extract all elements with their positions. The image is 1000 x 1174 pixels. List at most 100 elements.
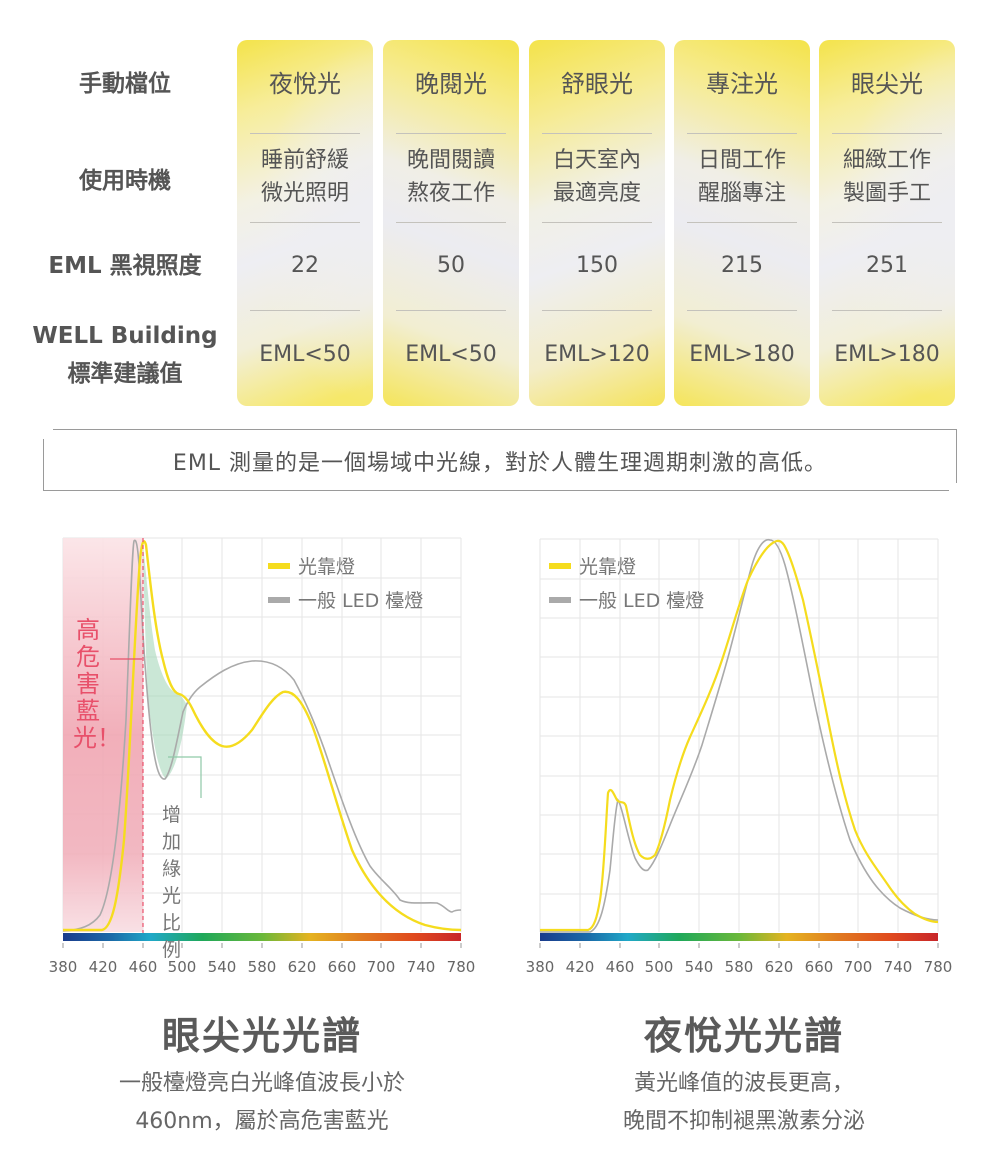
divider (832, 133, 942, 134)
usage-line-1: 細緻工作 (842, 148, 931, 173)
spectrum-plot-right (539, 538, 939, 948)
x-tick: 500 (644, 958, 674, 976)
frame-line (43, 490, 949, 491)
x-tick: 620 (287, 958, 317, 976)
eml-note-box: EML 測量的是一個場域中光線，對於人體生理週期刺激的高低。 (43, 429, 957, 491)
led-curve (540, 538, 939, 933)
spectrum-bar (63, 933, 461, 941)
mode-usage: 細緻工作 製圖手工 (819, 144, 955, 210)
mode-well-value: EML>180 (689, 342, 795, 367)
legend-item-led: 一般 LED 檯燈 (268, 588, 423, 614)
divider (396, 310, 506, 311)
spectrum-bar (540, 933, 938, 941)
mode-title: 晚閱光 (415, 70, 487, 98)
legend-swatch-yellow (549, 562, 571, 569)
description-line-1: 黃光峰值的波長更高， (633, 1071, 854, 1096)
mode-eml-value: 251 (866, 253, 908, 278)
x-tick: 580 (247, 958, 277, 976)
mode-eml-value: 150 (576, 253, 618, 278)
x-tick: 660 (804, 958, 834, 976)
legend-label: 光靠燈 (579, 556, 637, 578)
eml-note-text: EML 測量的是一個場域中光線，對於人體生理週期刺激的高低。 (172, 451, 828, 476)
usage-line-2: 醒腦專注 (697, 181, 786, 206)
usage-line-1: 白天室內 (552, 148, 641, 173)
x-tick: 740 (883, 958, 913, 976)
divider (250, 222, 360, 223)
mode-well-value: EML<50 (259, 342, 351, 367)
x-tick: 700 (366, 958, 396, 976)
legend-label: 光靠燈 (298, 556, 356, 578)
mode-card-night-joy: 夜悅光 睡前舒緩 微光照明 22 EML<50 (237, 40, 373, 406)
legend-item-product: 光靠燈 (268, 554, 355, 580)
mode-usage: 睡前舒緩 微光照明 (237, 144, 373, 210)
row-label-eml: EML 黑視照度 (48, 253, 202, 279)
product-curve (63, 540, 462, 932)
divider (542, 222, 652, 223)
product-curve (540, 539, 939, 932)
legend-swatch-grey (268, 596, 290, 603)
x-tick: 380 (525, 958, 555, 976)
x-tick: 780 (923, 958, 953, 976)
green-gain-area (143, 546, 187, 779)
led-curve (62, 539, 462, 932)
divider (250, 133, 360, 134)
legend-item-product: 光靠燈 (549, 554, 636, 580)
divider (832, 310, 942, 311)
usage-line-1: 睡前舒緩 (260, 148, 349, 173)
divider (396, 222, 506, 223)
mode-eml-value: 22 (291, 253, 319, 278)
x-tick: 420 (88, 958, 118, 976)
x-tick: 540 (684, 958, 714, 976)
frame-line (956, 429, 957, 483)
usage-line-1: 日間工作 (697, 148, 786, 173)
row-label-well-2: 標準建議值 (67, 361, 183, 387)
description-line-1: 一般檯燈亮白光峰值波長小於 (118, 1071, 405, 1096)
x-tick: 580 (724, 958, 754, 976)
x-tick: 460 (128, 958, 158, 976)
x-tick: 660 (327, 958, 357, 976)
x-tick: 420 (565, 958, 595, 976)
divider (542, 310, 652, 311)
x-tick: 460 (605, 958, 635, 976)
usage-line-2: 最適亮度 (552, 181, 641, 206)
divider (250, 310, 360, 311)
chart-title-left: 眼尖光光譜 (161, 1014, 362, 1058)
mode-eml-value: 50 (437, 253, 465, 278)
divider (832, 222, 942, 223)
legend-swatch-yellow (268, 562, 290, 569)
mode-usage: 白天室內 最適亮度 (529, 144, 665, 210)
mode-well-value: EML>180 (834, 342, 940, 367)
mode-title: 夜悅光 (269, 70, 341, 98)
mode-usage: 日間工作 醒腦專注 (674, 144, 810, 210)
mode-title: 專注光 (706, 70, 778, 98)
chart-description-right: 黃光峰值的波長更高， 晚間不抑制褪黑激素分泌 (524, 1065, 964, 1141)
usage-line-2: 製圖手工 (842, 181, 931, 206)
grid (539, 538, 939, 932)
mode-card-evening-read: 晚閱光 晚間閱讀 熬夜工作 50 EML<50 (383, 40, 519, 406)
divider (687, 222, 797, 223)
x-tick: 380 (48, 958, 78, 976)
row-label-well-1: WELL Building (32, 323, 218, 349)
mode-card-sharp-eye: 眼尖光 細緻工作 製圖手工 251 EML>180 (819, 40, 955, 406)
mode-title: 舒眼光 (561, 70, 633, 98)
x-tick: 540 (207, 958, 237, 976)
x-tick: 620 (764, 958, 794, 976)
legend-item-led: 一般 LED 檯燈 (549, 588, 704, 614)
spectrum-plot-left (62, 537, 462, 948)
divider (396, 133, 506, 134)
green-ratio-label: 增加綠光比例 (162, 804, 183, 961)
green-pointer (168, 756, 202, 798)
mode-well-value: EML>120 (544, 342, 650, 367)
mode-card-eye-comfort: 舒眼光 白天室內 最適亮度 150 EML>120 (529, 40, 665, 406)
divider (687, 133, 797, 134)
mode-card-focus: 專注光 日間工作 醒腦專注 215 EML>180 (674, 40, 810, 406)
row-label-mode: 手動檔位 (79, 71, 171, 97)
x-tick: 500 (167, 958, 197, 976)
x-tick: 700 (843, 958, 873, 976)
chart-title-right: 夜悅光光譜 (643, 1014, 844, 1058)
mode-title: 眼尖光 (851, 70, 923, 98)
hazard-blue-light-label: 高危害藍光！ (73, 616, 121, 752)
x-tick: 740 (406, 958, 436, 976)
row-label-usage: 使用時機 (79, 168, 171, 194)
divider (542, 133, 652, 134)
